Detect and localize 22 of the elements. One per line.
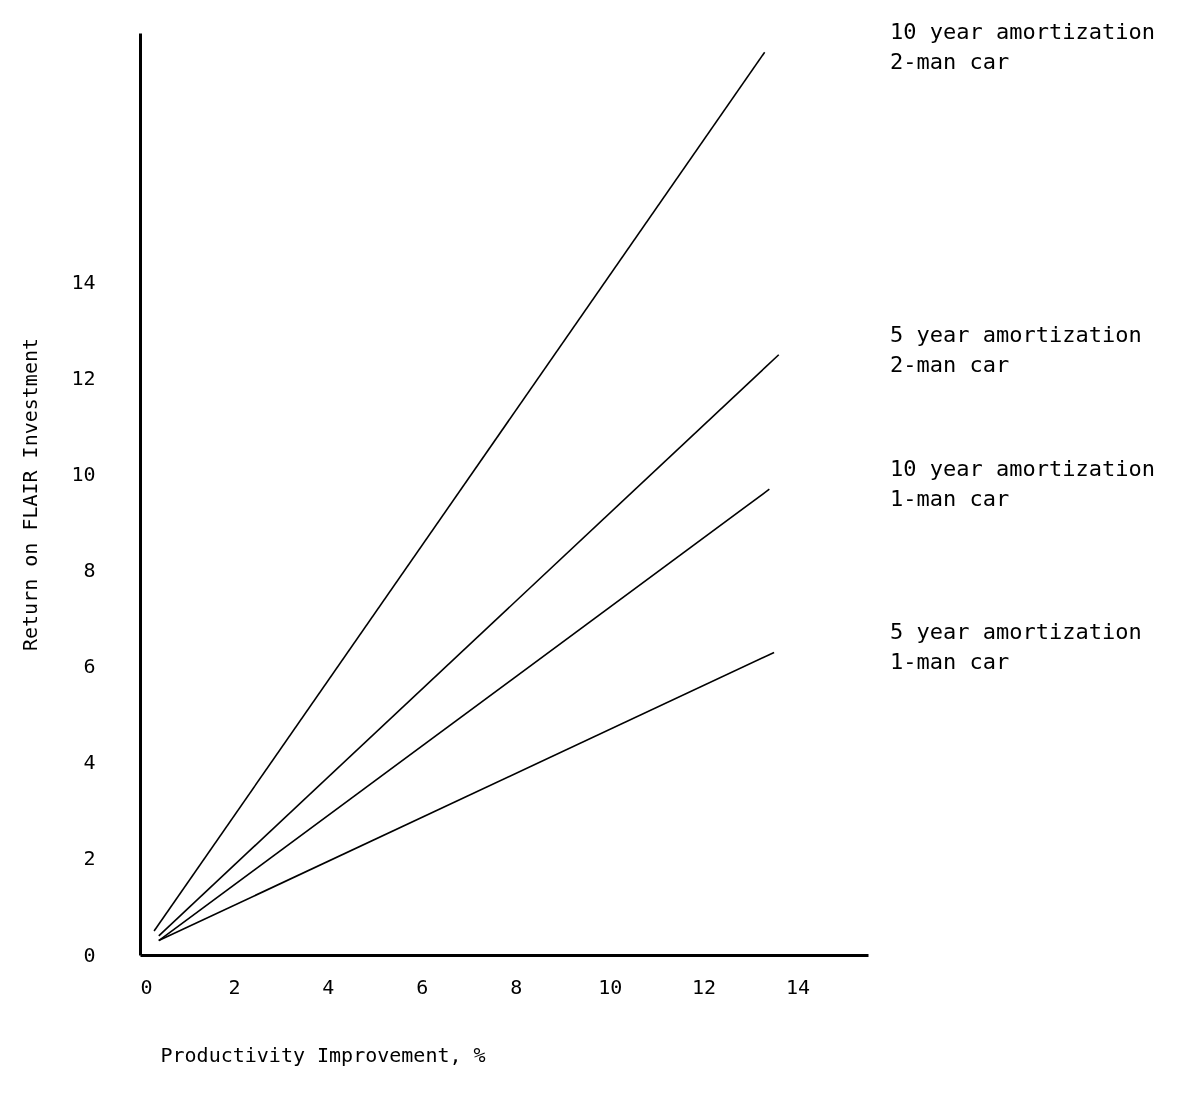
x-tick-label: 2 (228, 974, 241, 999)
text: 10 year amortization 1-man car (890, 456, 1155, 512)
text: 10 year amortization 2-man car (890, 19, 1155, 75)
x-tick-label: 10 (598, 974, 623, 999)
y-tick-label: 0 (83, 942, 96, 967)
text: 5 year amortization 2-man car (890, 321, 1142, 377)
x-tick-label: 4 (322, 974, 335, 999)
y-tick-label: 8 (83, 558, 96, 583)
y-tick-label: 12 (71, 366, 96, 391)
y-tick-label: 10 (71, 462, 96, 487)
x-tick-label: 12 (692, 974, 717, 999)
y-tick-label: 6 (83, 654, 96, 679)
y-axis-title: Return on FLAIR Investment (18, 337, 43, 652)
x-tick-label: 6 (416, 974, 429, 999)
x-tick-label: 0 (140, 974, 153, 999)
y-tick-label: 4 (83, 750, 96, 775)
text: 5 year amortization 1-man car (890, 619, 1142, 675)
y-tick-label: 2 (83, 846, 96, 871)
x-axis-title: Productivity Improvement, % (160, 1042, 486, 1067)
x-tick-label: 8 (510, 974, 523, 999)
x-tick-label: 14 (786, 974, 811, 999)
y-tick-label: 14 (71, 270, 96, 295)
